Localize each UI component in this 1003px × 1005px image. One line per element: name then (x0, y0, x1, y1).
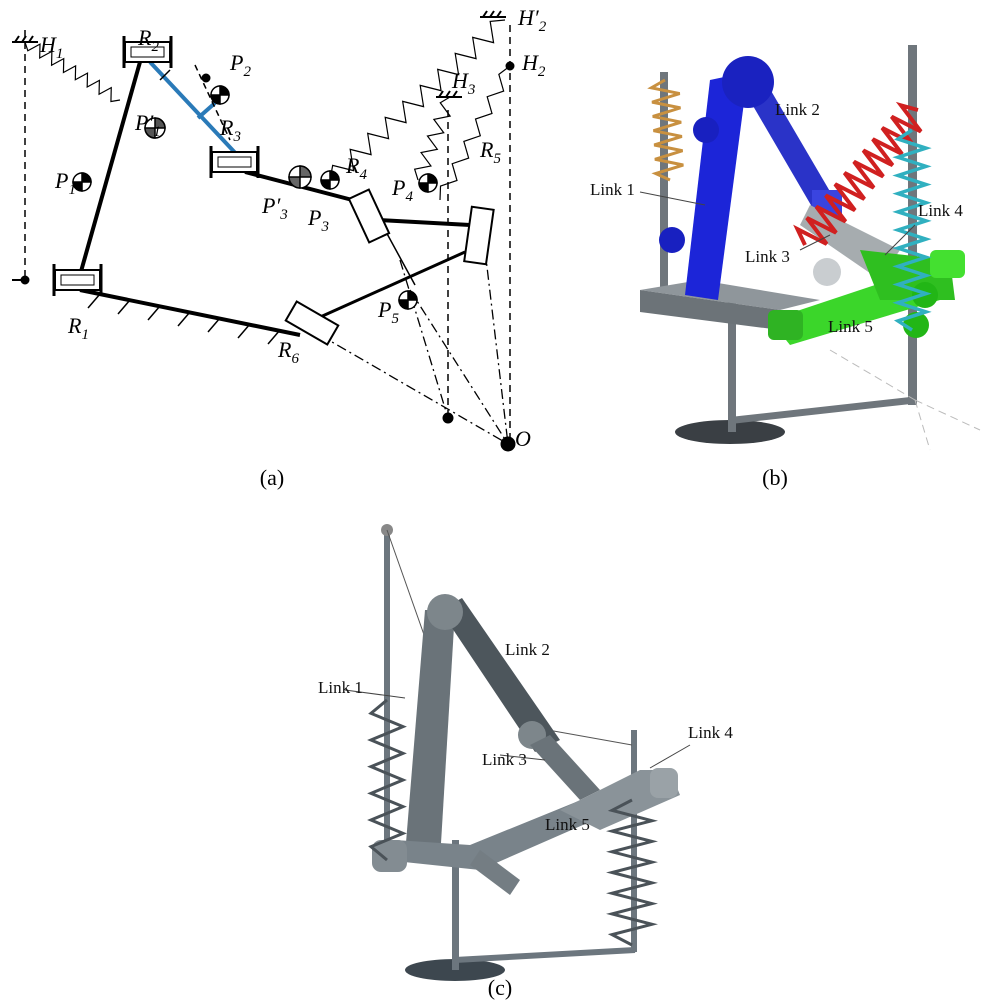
label-letter: H (521, 50, 539, 75)
label-subscript: 4 (405, 189, 413, 205)
label-subscript: 5 (493, 151, 501, 167)
link-label: Link 2 (505, 640, 550, 659)
joint-label: H2 (521, 50, 546, 80)
link-label: Link 1 (590, 180, 635, 199)
label-subscript: 3 (320, 219, 329, 235)
joint-label: P5 (377, 297, 399, 327)
label-subscript: 1 (153, 124, 161, 140)
label-subscript: 2 (151, 39, 159, 55)
figure: H1R2P2P′1R3P1P′3P3R4P4H3H′2H2R5P5R1R6OLi… (0, 0, 1003, 1005)
link-label: Link 2 (775, 100, 820, 119)
label-letter: R (67, 313, 82, 338)
label-letter: H′ (517, 5, 540, 30)
panel-caption: (c) (488, 975, 512, 1000)
page: {"panels": [ {"caption": "(a)", "labels"… (0, 0, 1003, 1005)
link-label: Link 5 (828, 317, 873, 336)
label-letter: P (307, 205, 321, 230)
joint-label: R6 (277, 337, 299, 367)
joint-label: R1 (67, 313, 89, 343)
panel-caption: (a) (260, 465, 284, 490)
label-subscript: 3 (279, 207, 288, 223)
label-subscript: 2 (243, 64, 251, 80)
joint-label: P2 (229, 50, 251, 80)
label-letter: O (515, 426, 531, 451)
link-label: Link 4 (688, 723, 733, 742)
label-subscript: 2 (539, 19, 547, 35)
label-letter: R (277, 337, 292, 362)
panel-caption: (b) (762, 465, 788, 490)
label-letter: R (219, 115, 234, 140)
label-subscript: 3 (467, 82, 476, 98)
link-label: Link 1 (318, 678, 363, 697)
label-letter: P′ (134, 110, 154, 135)
joint-label: H′2 (517, 5, 547, 35)
label-subscript: 4 (359, 167, 367, 183)
label-letter: H (39, 32, 57, 57)
joint-label: R4 (345, 153, 367, 183)
label-letter: P (54, 168, 68, 193)
link-label: Link 3 (745, 247, 790, 266)
label-letter: R (137, 25, 152, 50)
joint-label: P′3 (261, 193, 288, 223)
label-letter: R (479, 137, 494, 162)
link-label: Link 3 (482, 750, 527, 769)
joint-label: P3 (307, 205, 329, 235)
label-subscript: 1 (56, 46, 64, 62)
label-letter: R (345, 153, 360, 178)
link-label: Link 5 (545, 815, 590, 834)
label-letter: P (377, 297, 391, 322)
joint-label: P4 (391, 175, 413, 205)
label-subscript: 1 (81, 327, 89, 343)
panel-a-drawing (12, 11, 515, 451)
label-letter: P (391, 175, 405, 200)
joint-label: R5 (479, 137, 501, 167)
label-subscript: 1 (68, 182, 76, 198)
label-subscript: 6 (291, 351, 299, 367)
label-subscript: 5 (391, 311, 399, 327)
label-letter: P′ (261, 193, 281, 218)
link-label: Link 4 (918, 201, 963, 220)
label-subscript: 2 (538, 64, 546, 80)
joint-label: P1 (54, 168, 76, 198)
joint-label: O (515, 426, 531, 451)
label-letter: H (451, 68, 469, 93)
label-subscript: 3 (232, 129, 241, 145)
label-letter: P (229, 50, 243, 75)
